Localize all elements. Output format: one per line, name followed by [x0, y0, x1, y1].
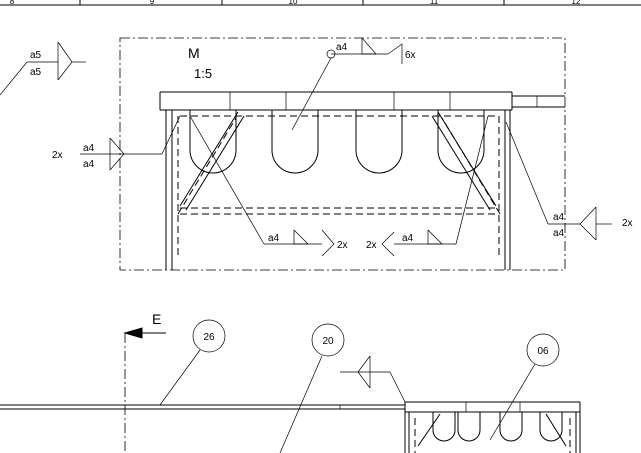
balloon-20-label: 20 — [322, 336, 334, 347]
strip-cell-12: 12 — [572, 0, 581, 6]
assembly-view — [0, 355, 581, 453]
weld-top-size: a4 — [336, 42, 348, 53]
detail-frame — [119, 37, 566, 271]
weld-top-count: 6x — [405, 50, 416, 61]
weld-symbol-a5: a5 a5 — [0, 41, 86, 96]
weld-left-upper: a4 — [83, 143, 95, 154]
strip-cell-11: 11 — [430, 0, 439, 6]
balloon-26: 26 — [159, 319, 226, 406]
weld-symbol-top: a4 6x — [291, 37, 416, 131]
weld-symbol-left: 2x a4 a4 — [52, 115, 181, 171]
balloon-06: 06 — [489, 333, 560, 441]
balloon-20: 20 — [279, 323, 345, 453]
strip-cell-9: 9 — [150, 0, 155, 6]
weld-bl-size: a4 — [268, 233, 280, 244]
section-label: E — [152, 311, 161, 327]
weld-right-count: 2x — [622, 218, 633, 229]
detail-scale: 1:5 — [194, 66, 212, 81]
section-marker-e: E — [123, 311, 166, 453]
weld-a5-upper: a5 — [30, 50, 42, 61]
weld-left-lower: a4 — [83, 159, 95, 170]
balloon-26-label: 26 — [203, 332, 215, 343]
weld-symbol-right: a4 a4 2x — [505, 121, 633, 241]
detail-name: M — [188, 45, 200, 61]
bracket-part — [159, 91, 565, 270]
weld-bl-count: 2x — [337, 240, 348, 251]
weld-a5-lower: a5 — [30, 67, 42, 78]
weld-br-count: 2x — [366, 240, 377, 251]
strip-cell-10: 10 — [289, 0, 298, 6]
weld-right-upper: a4 — [553, 212, 565, 223]
strip-cell-8: 8 — [10, 0, 15, 6]
weld-br-size: a4 — [402, 233, 414, 244]
weld-right-lower: a4 — [553, 228, 565, 239]
balloon-06-label: 06 — [537, 346, 549, 357]
weld-symbol-bottom-right: 2x a4 — [366, 115, 489, 257]
weld-left-count: 2x — [52, 150, 63, 161]
weld-symbol-bottom-left: a4 2x — [189, 115, 348, 257]
title-strip: 8 9 10 11 12 — [0, 0, 641, 6]
